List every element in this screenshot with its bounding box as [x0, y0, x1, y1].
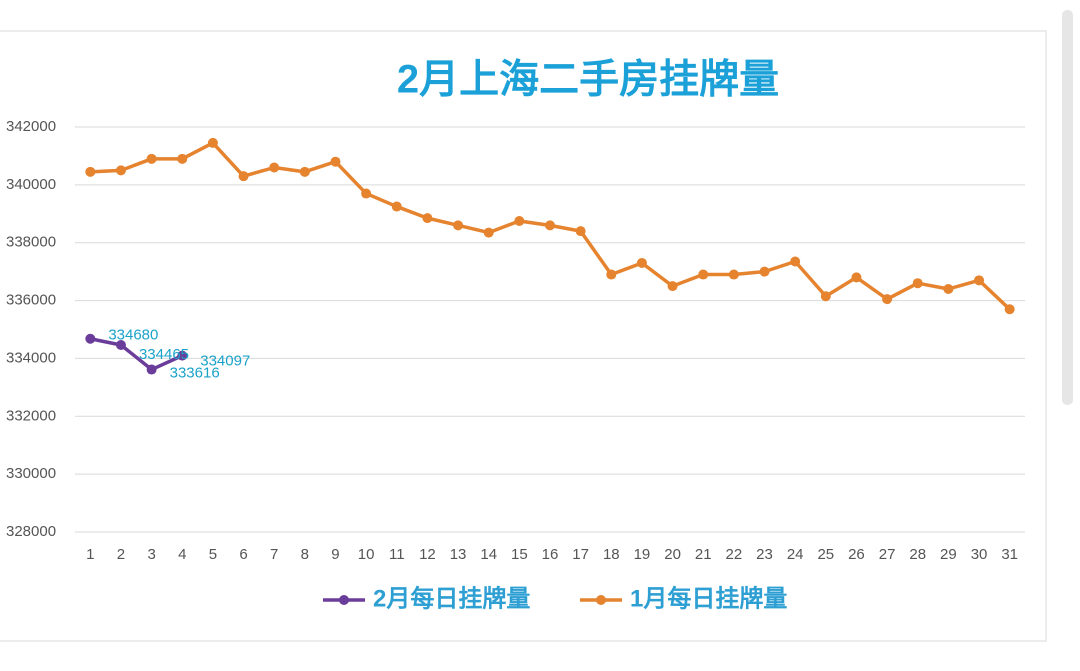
data-point — [912, 278, 923, 289]
x-tick-label: 18 — [603, 546, 620, 563]
legend-marker — [339, 595, 349, 605]
data-point — [453, 220, 464, 231]
data-point — [728, 269, 739, 280]
data-point — [115, 339, 126, 350]
x-tick-label: 30 — [971, 546, 988, 563]
x-tick-label: 22 — [726, 546, 743, 563]
data-point — [1004, 304, 1015, 315]
x-tick-label: 12 — [419, 546, 436, 563]
x-tick-label: 27 — [879, 546, 896, 563]
data-point — [146, 364, 157, 375]
x-tick-label: 5 — [209, 546, 217, 563]
data-point — [636, 257, 647, 268]
x-tick-label: 2 — [117, 546, 125, 563]
data-point — [545, 220, 555, 231]
x-tick-label: 4 — [178, 546, 186, 563]
y-tick-label: 332000 — [6, 407, 56, 424]
data-point — [85, 333, 96, 344]
x-tick-label: 26 — [848, 546, 865, 563]
legend-marker — [596, 595, 606, 605]
y-tick-label: 328000 — [6, 523, 56, 540]
data-point — [177, 350, 188, 361]
scrollbar[interactable] — [1062, 10, 1073, 405]
data-point — [299, 166, 310, 177]
y-tick-label: 338000 — [6, 234, 56, 251]
x-tick-label: 25 — [817, 546, 834, 563]
data-point — [391, 201, 402, 212]
y-tick-label: 334000 — [6, 349, 56, 366]
legend-label: 2月每日挂牌量 — [373, 584, 530, 612]
data-point — [851, 272, 862, 283]
x-tick-label: 14 — [480, 546, 497, 563]
data-label: 334465 — [139, 346, 189, 363]
data-point — [85, 166, 96, 177]
data-point — [575, 226, 586, 237]
x-tick-label: 15 — [511, 546, 528, 563]
data-point — [759, 266, 770, 277]
x-tick-label: 23 — [756, 546, 773, 563]
y-tick-label: 330000 — [6, 465, 56, 482]
data-point — [115, 165, 126, 176]
data-label: 334680 — [108, 327, 158, 344]
legend-label: 1月每日挂牌量 — [630, 584, 787, 612]
data-point — [177, 153, 188, 164]
series-line — [89, 337, 183, 372]
x-tick-label: 8 — [301, 546, 309, 563]
data-point — [667, 281, 678, 292]
x-tick-label: 1 — [86, 546, 94, 563]
data-point — [330, 156, 341, 167]
x-tick-label: 3 — [147, 546, 155, 563]
x-tick-label: 24 — [787, 546, 804, 563]
y-tick-label: 342000 — [6, 118, 56, 135]
x-tick-label: 13 — [450, 546, 467, 563]
data-point — [820, 291, 831, 302]
x-tick-label: 16 — [542, 546, 559, 563]
data-point — [698, 269, 709, 280]
data-point — [207, 137, 218, 148]
x-tick-label: 17 — [572, 546, 589, 563]
data-point — [269, 162, 280, 173]
y-tick-label: 336000 — [6, 292, 56, 309]
data-point — [882, 294, 893, 305]
data-point — [146, 153, 157, 164]
x-tick-label: 28 — [909, 546, 926, 563]
data-point — [790, 256, 801, 267]
data-point — [238, 171, 249, 182]
data-label: 333616 — [170, 365, 220, 382]
y-tick-label: 340000 — [6, 176, 56, 193]
x-tick-label: 9 — [331, 546, 339, 563]
x-tick-label: 10 — [358, 546, 375, 563]
x-tick-label: 6 — [239, 546, 247, 563]
x-tick-label: 7 — [270, 546, 278, 563]
data-point — [361, 188, 372, 199]
data-point — [422, 213, 433, 224]
chart-card — [0, 30, 1047, 642]
x-tick-label: 19 — [634, 546, 651, 563]
data-point — [943, 284, 954, 294]
data-point — [483, 227, 494, 238]
x-tick-label: 31 — [1001, 546, 1018, 563]
x-tick-label: 29 — [940, 546, 957, 563]
data-point — [974, 275, 985, 286]
chart-title: 2月上海二手房挂牌量 — [397, 58, 779, 102]
x-tick-label: 20 — [664, 546, 681, 563]
data-point — [606, 269, 617, 280]
data-point — [514, 216, 525, 227]
x-tick-label: 11 — [389, 546, 405, 563]
data-label: 334097 — [200, 353, 250, 370]
x-tick-label: 21 — [695, 546, 712, 563]
